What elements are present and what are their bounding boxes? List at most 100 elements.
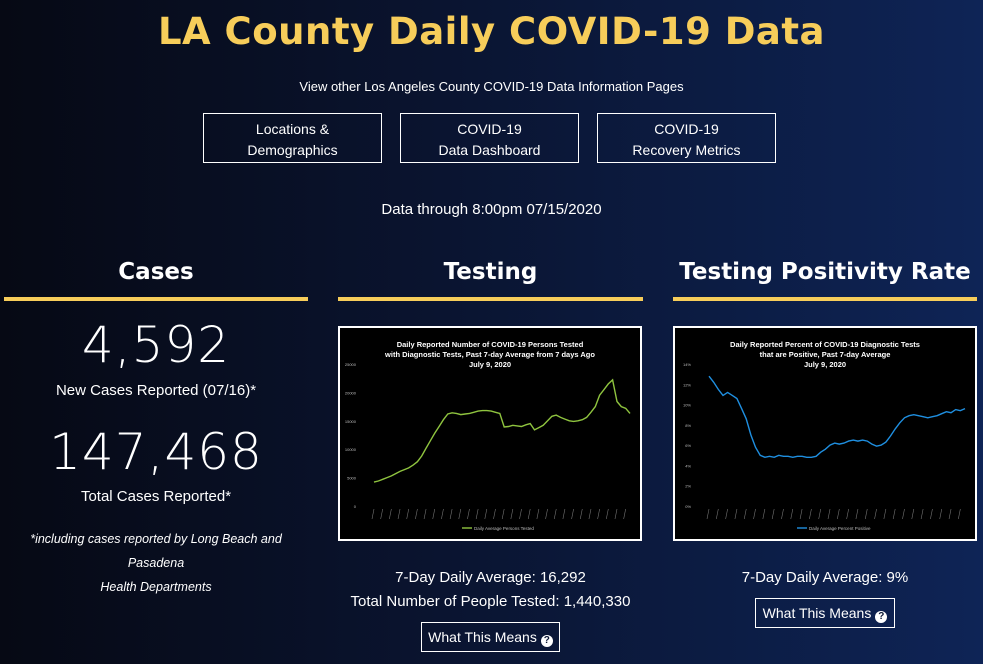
x-tick-mark [536,508,540,520]
y-tick-label: 25000 [345,362,357,367]
x-tick-mark [734,508,738,520]
recovery-metrics-button[interactable]: COVID-19 Recovery Metrics [597,113,776,163]
cases-footnote: *including cases reported by Long Beach … [4,527,308,599]
nav-button-line1: COVID-19 [654,121,719,137]
nav-button-line2: Data Dashboard [438,142,541,158]
question-circle-icon: ? [540,635,553,647]
x-tick-mark [846,508,849,520]
page-title: LA County Daily COVID-19 Data [157,10,826,53]
testing-divider [338,297,643,301]
x-tick-mark [475,508,479,520]
x-tick-mark [725,508,728,520]
x-tick-mark [920,508,924,520]
x-tick-mark [371,508,375,520]
data-dashboard-button[interactable]: COVID-19 Data Dashboard [400,113,579,163]
y-tick-label: 5000 [347,476,357,481]
x-tick-mark [545,508,548,520]
y-tick-label: 10000 [345,447,357,452]
x-tick-mark [781,508,784,520]
x-tick-mark [902,508,905,520]
nav-button-line2: Recovery Metrics [632,142,741,158]
testing-heading: Testing [443,259,538,285]
y-tick-label: 4% [685,463,691,468]
x-tick-mark [864,508,868,520]
x-tick-mark [743,508,747,520]
y-tick-label: 8% [685,423,691,428]
positivity-heading: Testing Positivity Rate [679,259,971,285]
x-tick-mark [484,508,488,520]
x-tick-mark [883,508,887,520]
y-tick-label: 0 [354,504,357,509]
y-tick-label: 12% [683,382,691,387]
x-tick-mark [790,508,794,520]
nav-button-line1: COVID-19 [457,121,522,137]
new-cases-label: New Cases Reported (07/16)* [55,382,257,399]
testing-what-this-means-button[interactable]: What This Means? [421,622,560,652]
y-tick-label: 6% [685,443,691,448]
x-tick-mark [423,508,427,520]
x-tick-mark [493,508,496,520]
cases-divider [4,297,308,301]
question-circle-icon: ? [875,611,888,623]
total-cases-value: 147,468 [49,423,263,481]
x-tick-mark [415,508,418,520]
locations-demographics-button[interactable]: Locations & Demographics [203,113,382,163]
x-tick-mark [827,508,831,520]
positivity-what-this-means-button[interactable]: What This Means? [755,598,895,628]
x-tick-mark [571,508,574,520]
x-tick-mark [716,508,719,520]
x-tick-mark [449,508,453,520]
x-tick-mark [818,508,822,520]
button-label: What This Means [762,605,872,621]
x-tick-mark [579,508,583,520]
testing-total: Total Number of People Tested: 1,440,330 [350,593,631,610]
testing-chart[interactable]: Daily Reported Number of COVID-19 Person… [338,326,642,541]
x-tick-mark [588,508,592,520]
chart-title-line: Daily Reported Percent of COVID-19 Diagn… [730,340,920,349]
x-tick-mark [597,508,600,520]
data-through-date: Data through 8:00pm 07/15/2020 [381,201,602,218]
x-tick-mark [874,508,877,520]
positivity-average: 7-Day Daily Average: 9% [741,569,909,586]
x-tick-mark [397,508,401,520]
x-tick-mark [467,508,470,520]
x-tick-mark [389,508,392,520]
x-tick-mark [958,508,961,520]
x-tick-mark [892,508,896,520]
x-tick-mark [527,508,531,520]
x-tick-mark [406,508,410,520]
page-subtitle: View other Los Angeles County COVID-19 D… [299,79,684,94]
positivity-chart-svg: Daily Reported Percent of COVID-19 Diagn… [683,340,966,531]
nav-button-line2: Demographics [247,142,338,158]
chart-title-line: that are Positive, Past 7-day Average [760,350,891,359]
x-tick-mark [432,508,436,520]
chart-title-line: July 9, 2020 [469,360,511,369]
x-tick-mark [553,508,557,520]
x-tick-mark [441,508,444,520]
x-tick-mark [623,508,626,520]
y-tick-label: 0% [685,504,691,509]
testing-average: 7-Day Daily Average: 16,292 [395,569,586,586]
positivity-divider [673,297,977,301]
footnote-line2: Health Departments [100,580,212,594]
testing-chart-svg: Daily Reported Number of COVID-19 Person… [345,340,631,531]
y-tick-label: 20000 [345,390,357,395]
x-tick-mark [753,508,756,520]
y-tick-label: 14% [683,362,691,367]
y-tick-label: 2% [685,484,691,489]
x-tick-mark [510,508,514,520]
y-tick-label: 15000 [345,419,357,424]
footnote-line1: *including cases reported by Long Beach … [30,532,282,570]
chart-title-line: with Diagnostic Tests, Past 7-day Averag… [384,350,595,359]
legend-label: Daily Average Percent Positive [809,526,871,531]
positivity-chart[interactable]: Daily Reported Percent of COVID-19 Diagn… [673,326,977,541]
x-tick-mark [380,508,383,520]
x-tick-mark [948,508,952,520]
x-tick-mark [562,508,566,520]
chart-title-line: Daily Reported Number of COVID-19 Person… [397,340,584,349]
x-tick-mark [606,508,609,520]
x-tick-mark [771,508,775,520]
new-cases-value: 4,592 [81,316,231,374]
x-tick-mark [911,508,915,520]
legend-label: Daily Average Persons Tested [474,526,534,531]
